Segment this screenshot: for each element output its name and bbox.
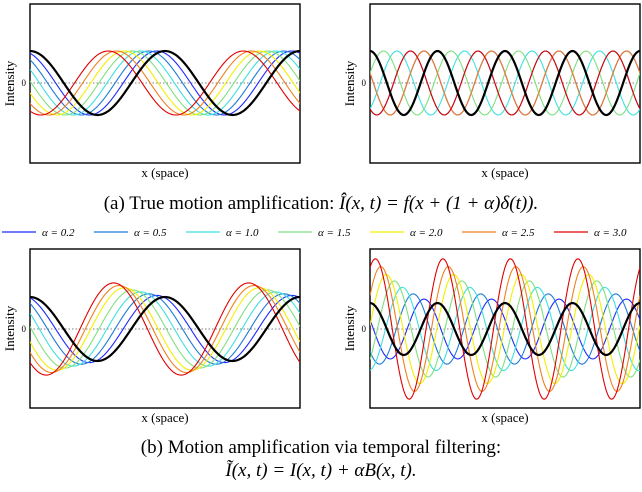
x-axis-label: x (space) (141, 165, 188, 180)
plot-frame (29, 248, 301, 409)
series-line-original (370, 301, 640, 357)
series-line-original (30, 49, 300, 117)
series-line--0-2 (370, 50, 640, 116)
series-line--3-0 (370, 258, 640, 400)
y-tick-label: 0 (22, 324, 27, 334)
series-line--1-0 (370, 50, 640, 116)
series-line--2-5 (370, 50, 640, 116)
plot-frame (29, 3, 301, 164)
x-axis-label: x (space) (141, 410, 188, 425)
series-line--2-5 (30, 50, 300, 116)
legend-label: α = 0.2 (42, 227, 75, 239)
caption-a: (a) True motion amplification: Î(x, t) =… (0, 193, 642, 215)
x-axis-label: x (space) (481, 410, 528, 425)
legend: α = 0.2 α = 0.5 α = 1.0 α = 1.5 α = 2.0 α = 2… (2, 227, 627, 239)
caption-a-prefix: (a) True motion amplification: (103, 193, 340, 214)
series-line--2-5 (370, 266, 640, 392)
series-line--0-5 (370, 50, 640, 116)
y-axis-label: Intensity (342, 305, 357, 351)
series-line--2-0 (30, 50, 300, 116)
series-line-original (30, 295, 300, 363)
plot-frame (369, 248, 641, 409)
chart-panel-a-left: 0 Intensity x (space) (2, 3, 301, 180)
x-axis-label: x (space) (481, 165, 528, 180)
y-tick-label: 0 (22, 78, 27, 88)
series-line--3-0 (30, 282, 300, 376)
series-line--0-5 (30, 293, 300, 365)
series-line--1-0 (370, 286, 640, 372)
legend-label: α = 1.0 (226, 227, 259, 239)
series-line--1-5 (30, 289, 300, 369)
series-line-original (370, 49, 640, 117)
series-line--2-0 (370, 273, 640, 385)
series-line--2-0 (30, 287, 300, 371)
y-tick-label: 0 (362, 324, 367, 334)
series-line--1-5 (370, 50, 640, 116)
legend-label: α = 1.5 (318, 227, 351, 239)
caption-a-formula: Î(x, t) = f(x + (1 + α)δ(t)). (339, 193, 539, 214)
series-line--1-0 (30, 50, 300, 116)
y-axis-label: Intensity (342, 60, 357, 106)
series-line--3-0 (30, 50, 300, 116)
series-line--1-0 (30, 291, 300, 367)
y-axis-label: Intensity (2, 305, 17, 351)
legend-label: α = 0.5 (134, 227, 167, 239)
legend-label: α = 3.0 (594, 227, 627, 239)
plot-frame (369, 3, 641, 164)
series-line--0-2 (30, 50, 300, 116)
series-line--0-2 (370, 298, 640, 360)
caption-b-line1: (b) Motion amplification via temporal fi… (140, 437, 502, 458)
series-line--2-0 (370, 50, 640, 116)
legend-label: α = 2.0 (410, 227, 443, 239)
legend-label: α = 2.5 (502, 227, 535, 239)
series-line--1-5 (30, 50, 300, 116)
series-line--3-0 (370, 50, 640, 116)
series-line--1-5 (370, 280, 640, 378)
y-axis-label: Intensity (2, 60, 17, 106)
chart-panel-b-left: 0 Intensity x (space) (2, 248, 301, 425)
chart-panel-a-right: 0 Intensity x (space) (342, 3, 641, 180)
chart-panel-b-right: 0 Intensity x (space) (342, 248, 641, 425)
y-tick-label: 0 (362, 78, 367, 88)
caption-b-formula: Ĩ(x, t) = I(x, t) + αB(x, t). (225, 460, 417, 481)
series-line--0-5 (30, 50, 300, 116)
